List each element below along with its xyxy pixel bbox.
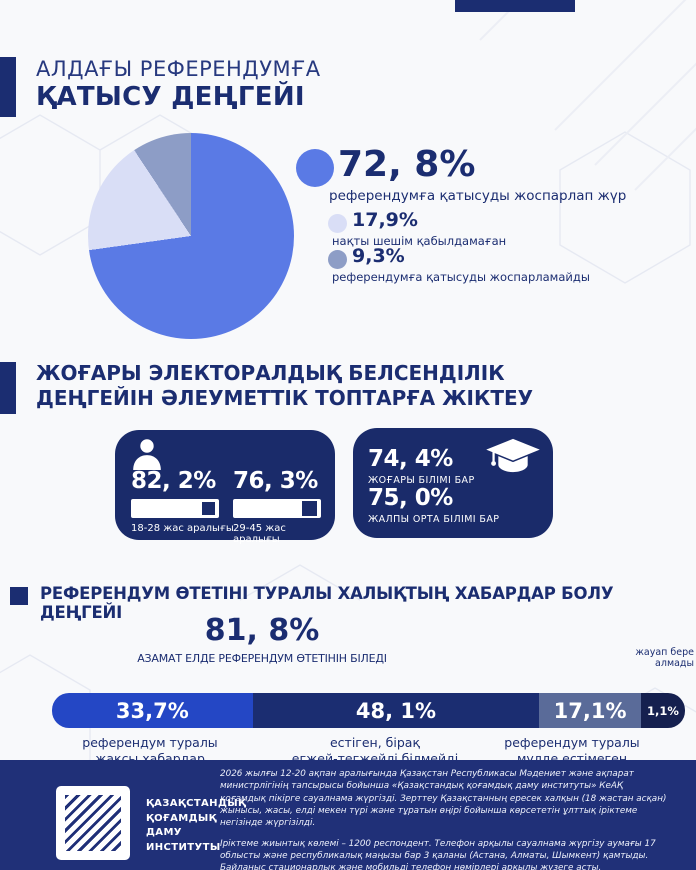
institute-name: ҚАЗАҚСТАНДЫҚ ҚОҒАМДЫҚ ДАМУ ИНСТИТУТЫ [146, 798, 247, 853]
legend-dot-planning [296, 149, 334, 187]
age-29-45-progress-bar [233, 499, 321, 518]
awareness-headline-value: 81, 8% [204, 613, 320, 648]
secondary-education-value: 75, 0% [368, 485, 453, 511]
legend-label-planning: референдумға қатысуды жоспарлап жүр [329, 188, 627, 204]
legend-value-undecided: 17,9% [352, 209, 418, 231]
legend-dot-undecided [328, 214, 347, 233]
footer: ҚАЗАҚСТАНДЫҚ ҚОҒАМДЫҚ ДАМУ ИНСТИТУТЫ 202… [0, 760, 696, 870]
logo-stripes-icon [65, 795, 121, 851]
institute-logo [56, 786, 130, 860]
person-icon [133, 439, 161, 470]
age-29-45-value: 76, 3% [233, 468, 318, 494]
bar-segment-well-informed: 33,7% [52, 693, 253, 728]
legend-dot-not-planning [328, 250, 347, 269]
age-groups-card: 82, 2% 76, 3% 18-28 жас аралығы 29-45 жа… [115, 430, 335, 545]
page-title-line2: ҚАТЫСУ ДЕҢГЕЙІ [36, 82, 305, 112]
secondary-education-label: ЖАЛПЫ ОРТА БІЛІМІ БАР [368, 514, 500, 525]
top-accent-bar [455, 0, 575, 12]
header-accent-block [0, 57, 16, 117]
methodology-paragraph-1: 2026 жылғы 12-20 ақпан аралығында Қазақс… [220, 769, 667, 829]
legend-label-undecided: нақты шешім қабылдамаған [332, 234, 507, 248]
methodology-paragraph-2: Іріктеме жиынтық көлемі – 1200 респонден… [220, 838, 656, 870]
graduation-cap-icon [486, 438, 540, 473]
bar-segment-no-answer: 1,1% [641, 693, 685, 728]
no-answer-note: жауап бере алмады [635, 647, 694, 669]
section2-title-line2: ДЕҢГЕЙІН ӘЛЕУМЕТТІК ТОПТАРҒА ЖІКТЕУ [36, 386, 534, 410]
bar-segment-heard: 48, 1% [252, 693, 540, 728]
participation-pie [88, 133, 294, 339]
progress-marker [202, 502, 215, 515]
section2-title-line1: ЖОҒАРЫ ЭЛЕКТОРАЛДЫҚ БЕЛСЕНДІЛІК [36, 361, 505, 385]
legend-label-not-planning: референдумға қатысуды жоспарламайды [332, 270, 590, 284]
methodology-text: 2026 жылғы 12-20 ақпан аралығында Қазақс… [220, 768, 670, 870]
awareness-stacked-bar: 33,7% 48, 1% 17,1% 1,1% [52, 693, 685, 728]
section3-title: РЕФЕРЕНДУМ ӨТЕТІНІ ТУРАЛЫ ХАЛЫҚТЫҢ ХАБАР… [40, 584, 614, 622]
progress-marker [302, 501, 317, 516]
higher-education-value: 74, 4% [368, 446, 453, 472]
section2-accent-block [0, 362, 16, 414]
legend-value-not-planning: 9,3% [352, 245, 405, 267]
legend-value-planning: 72, 8% [338, 144, 476, 185]
section3-bullet-square [10, 587, 28, 605]
page-title-line1: АЛДАҒЫ РЕФЕРЕНДУМҒА [36, 57, 321, 81]
age-29-45-label: 29-45 жас аралығы [233, 523, 286, 545]
awareness-headline-label: АЗАМАТ ЕЛДЕ РЕФЕРЕНДУМ ӨТЕТІНІН БІЛЕДІ [137, 652, 387, 665]
bar-segment-not-heard: 17,1% [539, 693, 641, 728]
age-18-28-value: 82, 2% [131, 468, 216, 494]
higher-education-label: ЖОҒАРЫ БІЛІМІ БАР [368, 475, 475, 486]
age-18-28-progress-bar [131, 499, 219, 518]
education-card: 74, 4% ЖОҒАРЫ БІЛІМІ БАР 75, 0% ЖАЛПЫ ОР… [353, 428, 553, 538]
age-18-28-label: 18-28 жас аралығы [131, 523, 234, 534]
